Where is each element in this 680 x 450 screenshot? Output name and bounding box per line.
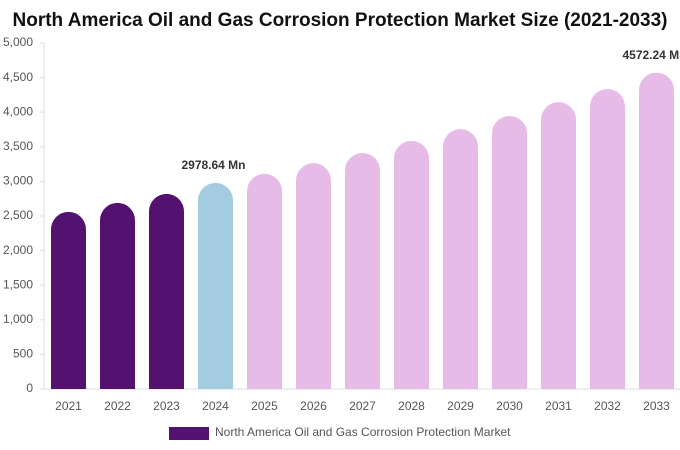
- x-tick-label: 2029: [447, 399, 474, 413]
- bar: [345, 153, 380, 389]
- x-tick-label: 2027: [349, 399, 376, 413]
- y-tick-label: 2,500: [3, 208, 33, 222]
- legend-swatch: [169, 427, 209, 440]
- bar: [492, 116, 527, 389]
- x-tick-label: 2030: [496, 399, 523, 413]
- bar: [51, 211, 86, 389]
- bar: [443, 129, 478, 390]
- x-tick-label: 2022: [104, 399, 131, 413]
- x-tick-label: 2032: [594, 399, 621, 413]
- y-tick-label: 3,000: [3, 174, 33, 188]
- bar: [296, 163, 331, 389]
- x-tick-label: 2026: [300, 399, 327, 413]
- x-tick-label: 2031: [545, 399, 572, 413]
- x-tick-label: 2024: [202, 399, 229, 413]
- y-tick-label: 4,500: [3, 70, 33, 84]
- bar: [100, 202, 135, 389]
- legend-label: North America Oil and Gas Corrosion Prot…: [215, 425, 511, 439]
- value-label: 2978.64 Mn: [181, 158, 245, 172]
- bar: [149, 193, 184, 389]
- y-tick-label: 1,000: [3, 312, 33, 326]
- y-tick-label: 1,500: [3, 277, 33, 291]
- x-tick-label: 2023: [153, 399, 180, 413]
- x-tick-label: 2025: [251, 399, 278, 413]
- y-tick-label: 5,000: [3, 35, 33, 49]
- y-tick-label: 4,000: [3, 104, 33, 118]
- y-tick-label: 0: [26, 381, 33, 395]
- x-tick-label: 2021: [55, 399, 82, 413]
- bar: [247, 173, 282, 389]
- bar: [639, 72, 674, 389]
- x-tick-label: 2033: [643, 399, 670, 413]
- bar: [394, 140, 429, 389]
- bar: [590, 89, 625, 389]
- bar: [198, 182, 233, 389]
- value-label: 4572.24 Mn: [622, 48, 680, 62]
- y-tick-label: 2,000: [3, 243, 33, 257]
- y-tick-label: 3,500: [3, 139, 33, 153]
- x-tick-label: 2028: [398, 399, 425, 413]
- bar: [541, 102, 576, 389]
- y-tick-label: 500: [13, 347, 33, 361]
- chart-title: North America Oil and Gas Corrosion Prot…: [13, 10, 668, 31]
